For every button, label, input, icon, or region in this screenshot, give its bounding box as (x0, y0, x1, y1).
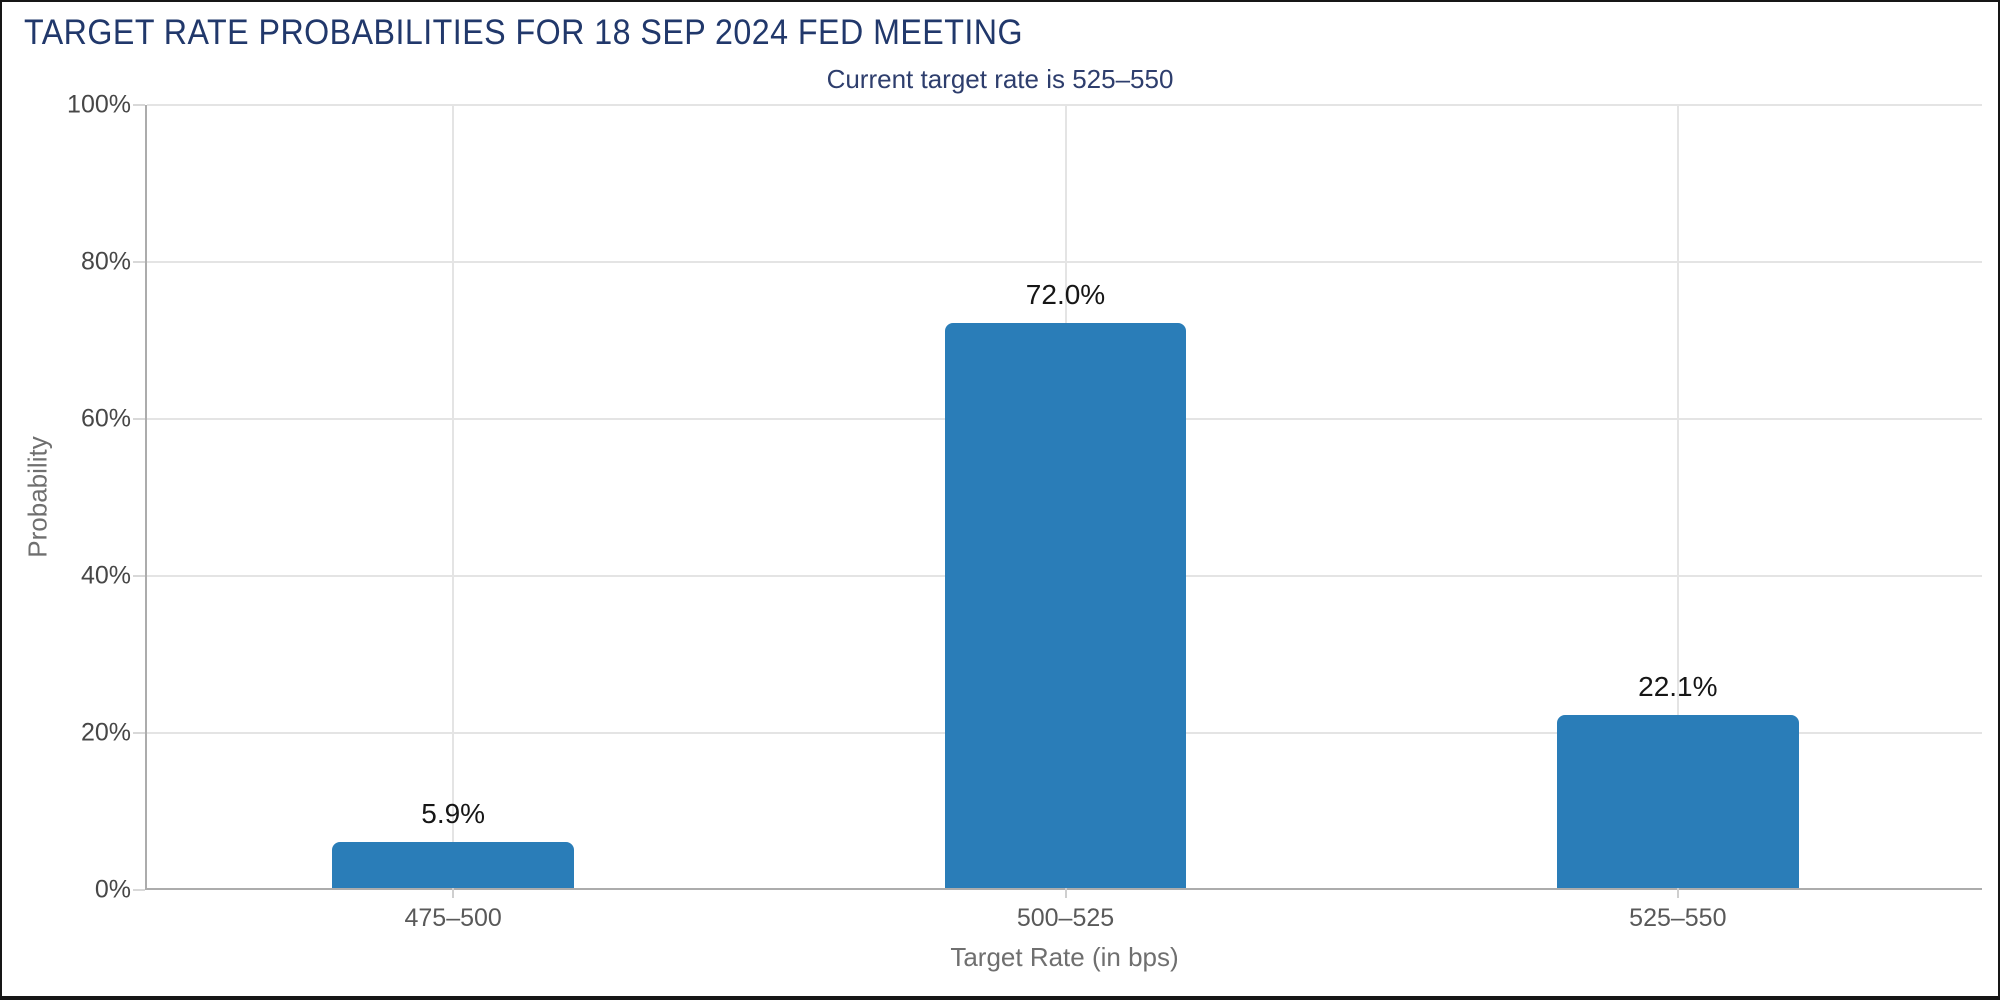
probability-bar[interactable] (944, 322, 1187, 888)
bar-value-label: 22.1% (1638, 670, 1718, 702)
y-axis-tick-label: 0% (94, 875, 131, 904)
y-axis-tick (133, 889, 145, 891)
bar-value-label: 5.9% (421, 797, 486, 829)
chart-subtitle: Current target rate is 525–550 (826, 64, 1174, 94)
x-axis-tick (452, 888, 455, 898)
bar-value-label: 72.0% (1025, 278, 1106, 310)
y-axis-tick-label: 80% (80, 247, 131, 276)
y-axis-tick-label: 100% (67, 90, 131, 119)
x-axis-tick-label: 500–525 (1016, 904, 1115, 932)
y-axis-title: Probability (22, 436, 53, 558)
x-axis-tick (1676, 888, 1679, 898)
gridline-vertical (452, 105, 455, 888)
plot-area: Target Rate (in bps) 0% 20% 40% 60% 80% 100% 4… (67, 91, 1982, 972)
y-axis-tick-label: 20% (80, 718, 131, 747)
x-axis-title: Target Rate (in bps) (950, 942, 1179, 972)
y-axis-tick-label: 60% (80, 404, 131, 433)
y-axis-tick (133, 732, 145, 734)
y-axis-tick (133, 418, 145, 420)
probability-bar[interactable] (332, 841, 575, 888)
y-axis-tick (133, 104, 145, 106)
x-axis-tick-label: 525–550 (1629, 904, 1727, 932)
x-axis-tick-label: 475–500 (404, 904, 502, 932)
chart-title: TARGET RATE PROBABILITIES FOR 18 SEP 202… (24, 13, 1024, 52)
gridline-vertical (1676, 105, 1679, 888)
probability-bar[interactable] (1556, 714, 1799, 888)
y-axis-tick (133, 575, 145, 577)
y-axis-tick (133, 261, 145, 263)
x-axis-tick (1064, 888, 1067, 898)
y-axis-tick-label: 40% (80, 561, 131, 590)
